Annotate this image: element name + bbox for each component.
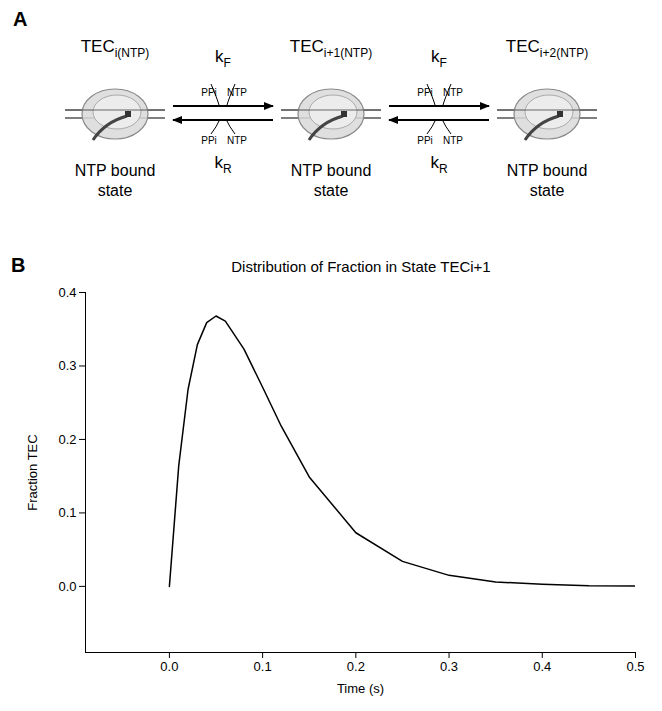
svg-text:PPi: PPi <box>201 135 217 146</box>
svg-text:Fraction TEC: Fraction TEC <box>25 434 40 510</box>
svg-text:0.1: 0.1 <box>254 659 272 674</box>
svg-text:NTP bound: NTP bound <box>75 162 156 179</box>
svg-text:NTP: NTP <box>443 87 463 98</box>
svg-text:A: A <box>13 8 27 30</box>
svg-text:kR: kR <box>214 153 232 176</box>
svg-text:state: state <box>98 182 133 199</box>
svg-text:TECi+2(NTP): TECi+2(NTP) <box>506 37 588 60</box>
svg-text:NTP: NTP <box>227 135 247 146</box>
svg-text:0.4: 0.4 <box>58 285 76 300</box>
svg-text:NTP: NTP <box>227 87 247 98</box>
svg-text:0.0: 0.0 <box>58 579 76 594</box>
svg-text:kF: kF <box>215 47 231 70</box>
svg-text:NTP bound: NTP bound <box>291 162 372 179</box>
svg-text:TECi(NTP): TECi(NTP) <box>81 37 150 60</box>
svg-text:0.2: 0.2 <box>347 659 365 674</box>
svg-text:0.4: 0.4 <box>533 659 551 674</box>
svg-text:PPi: PPi <box>417 87 433 98</box>
svg-text:kF: kF <box>431 47 447 70</box>
svg-text:0.3: 0.3 <box>58 358 76 373</box>
svg-text:TECi+1(NTP): TECi+1(NTP) <box>290 37 372 60</box>
svg-text:0.5: 0.5 <box>626 659 644 674</box>
html-text:B: B <box>11 254 26 276</box>
svg-text:0.1: 0.1 <box>58 505 76 520</box>
svg-text:PPi: PPi <box>201 87 217 98</box>
svg-text:0.3: 0.3 <box>440 659 458 674</box>
svg-text:PPi: PPi <box>417 135 433 146</box>
svg-text:NTP bound: NTP bound <box>507 162 588 179</box>
svg-text:Time (s): Time (s) <box>337 681 384 696</box>
svg-text:NTP: NTP <box>443 135 463 146</box>
svg-text:kR: kR <box>430 153 448 176</box>
svg-text:0.0: 0.0 <box>160 659 178 674</box>
svg-text:state: state <box>314 182 349 199</box>
svg-text:state: state <box>530 182 565 199</box>
html-text:Distribution of Fraction in St: Distribution of Fraction in State TECi+1 <box>231 258 491 275</box>
svg-text:0.2: 0.2 <box>58 432 76 447</box>
